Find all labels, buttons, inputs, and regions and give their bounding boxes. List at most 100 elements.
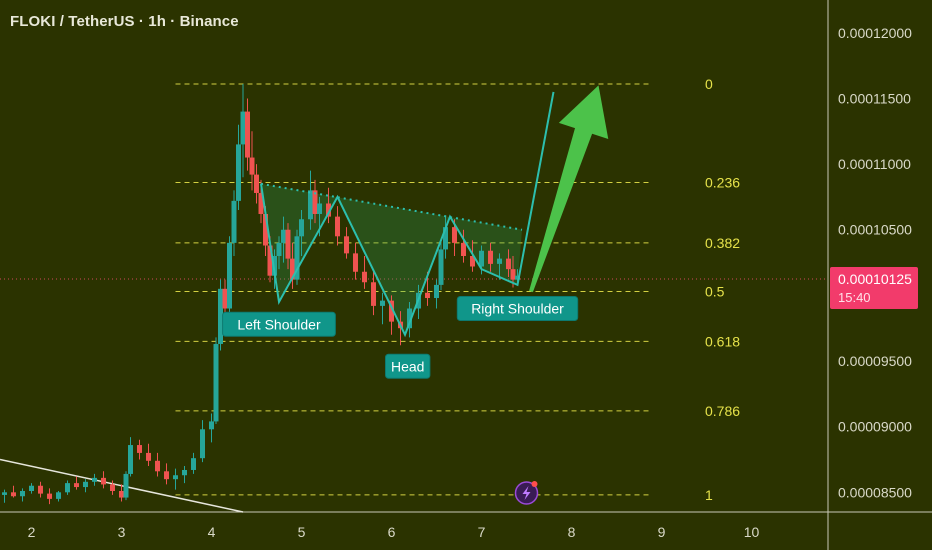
candle-body bbox=[461, 242, 466, 256]
candle-body bbox=[155, 460, 160, 472]
candle-body bbox=[173, 475, 178, 480]
candle-body bbox=[362, 271, 367, 283]
x-tick-label: 6 bbox=[388, 524, 396, 540]
y-tick-label: 0.00011500 bbox=[838, 90, 911, 106]
y-tick-label: 0.00010500 bbox=[838, 222, 912, 238]
y-tick-label: 0.00011000 bbox=[838, 156, 911, 172]
price-badge bbox=[830, 266, 918, 309]
fib-level-label: 0 bbox=[705, 76, 713, 92]
pattern-annotation-box bbox=[456, 296, 579, 322]
candle-body bbox=[146, 452, 151, 461]
candle-body bbox=[213, 343, 219, 422]
candle-body bbox=[353, 253, 358, 272]
x-tick-label: 7 bbox=[478, 524, 486, 540]
candle-body bbox=[258, 192, 264, 214]
candle-body bbox=[29, 485, 34, 491]
candle-body bbox=[506, 258, 511, 270]
candle-body bbox=[389, 300, 394, 322]
x-tick-label: 9 bbox=[658, 524, 666, 540]
candle-body bbox=[335, 216, 340, 237]
candle-body bbox=[254, 174, 259, 193]
candle-body bbox=[267, 245, 273, 276]
pattern-fill bbox=[261, 183, 522, 335]
candle-body bbox=[182, 469, 187, 476]
pattern-annotation-label: Left Shoulder bbox=[237, 316, 321, 332]
candle-body bbox=[438, 249, 444, 285]
x-tick-label: 4 bbox=[208, 524, 216, 540]
candle-body bbox=[344, 236, 349, 254]
candle-body bbox=[119, 490, 124, 498]
candle-body bbox=[231, 200, 237, 243]
candle-body bbox=[164, 471, 169, 480]
candle-body bbox=[285, 229, 291, 259]
candle-body bbox=[110, 484, 115, 491]
candle-body bbox=[209, 421, 214, 430]
pattern-annotation-label: Head bbox=[391, 358, 424, 374]
candle-body bbox=[200, 429, 205, 459]
y-tick-label: 0.00008500 bbox=[838, 484, 912, 500]
fib-level-label: 0.5 bbox=[705, 283, 725, 299]
candle-body bbox=[222, 288, 228, 309]
fib-level-label: 0.236 bbox=[705, 174, 740, 190]
fib-level-label: 0.618 bbox=[705, 333, 740, 349]
candle-body bbox=[249, 157, 255, 175]
x-tick-label: 5 bbox=[298, 524, 306, 540]
candle-body bbox=[123, 473, 129, 498]
candle-body bbox=[236, 144, 241, 201]
candle-body bbox=[65, 483, 70, 493]
candle-body bbox=[479, 250, 484, 267]
pattern-line bbox=[260, 91, 555, 338]
candle-body bbox=[47, 493, 52, 499]
candle-body bbox=[317, 203, 322, 214]
projection-arrow bbox=[529, 85, 609, 293]
lightning-icon bbox=[514, 481, 539, 505]
candle-body bbox=[191, 458, 196, 470]
current-price-label: 0.00010125 bbox=[838, 271, 912, 287]
candle-body bbox=[83, 481, 88, 488]
pattern-annotation-box bbox=[385, 353, 431, 379]
candle-body bbox=[443, 227, 448, 250]
candle-body bbox=[515, 275, 520, 280]
candle-body bbox=[470, 256, 475, 267]
y-tick-label: 0.00012000 bbox=[838, 25, 912, 41]
candle-body bbox=[74, 483, 79, 488]
candle-body bbox=[510, 269, 516, 280]
candle-body bbox=[294, 236, 300, 280]
candle-body bbox=[281, 229, 286, 243]
x-tick-label: 3 bbox=[118, 524, 126, 540]
candle-body bbox=[92, 477, 97, 482]
candle-body bbox=[497, 258, 502, 264]
candle-body bbox=[452, 227, 457, 243]
notification-dot bbox=[531, 481, 538, 487]
x-tick-label: 2 bbox=[28, 524, 36, 540]
candle-body bbox=[240, 111, 246, 145]
y-tick-label: 0.00009500 bbox=[838, 353, 912, 369]
candle-body bbox=[488, 250, 493, 264]
candle-body bbox=[101, 477, 106, 485]
candle-body bbox=[312, 190, 318, 214]
candle-countdown: 15:40 bbox=[838, 290, 871, 305]
candle-body bbox=[276, 242, 282, 256]
y-tick-label: 0.00009000 bbox=[838, 419, 912, 435]
fib-level-label: 1 bbox=[705, 487, 713, 503]
fib-level-label: 0.786 bbox=[705, 403, 740, 419]
candle-body bbox=[434, 284, 439, 299]
candle-body bbox=[263, 213, 268, 246]
candle-body bbox=[20, 490, 25, 497]
neckline bbox=[260, 182, 523, 231]
fib-level-label: 0.382 bbox=[705, 235, 740, 251]
candle-body bbox=[380, 300, 385, 306]
candle-body bbox=[227, 242, 232, 309]
candle-body bbox=[38, 485, 43, 494]
lightning-glyph bbox=[522, 486, 531, 500]
x-tick-label: 10 bbox=[744, 524, 760, 540]
candle-body bbox=[137, 445, 142, 453]
candle-body bbox=[371, 282, 376, 306]
candle-body bbox=[11, 492, 16, 497]
candle-body bbox=[245, 111, 250, 158]
x-tick-label: 8 bbox=[568, 524, 576, 540]
candle-body bbox=[326, 203, 331, 217]
candle-body bbox=[128, 445, 133, 474]
pattern-annotation-label: Right Shoulder bbox=[471, 301, 564, 317]
